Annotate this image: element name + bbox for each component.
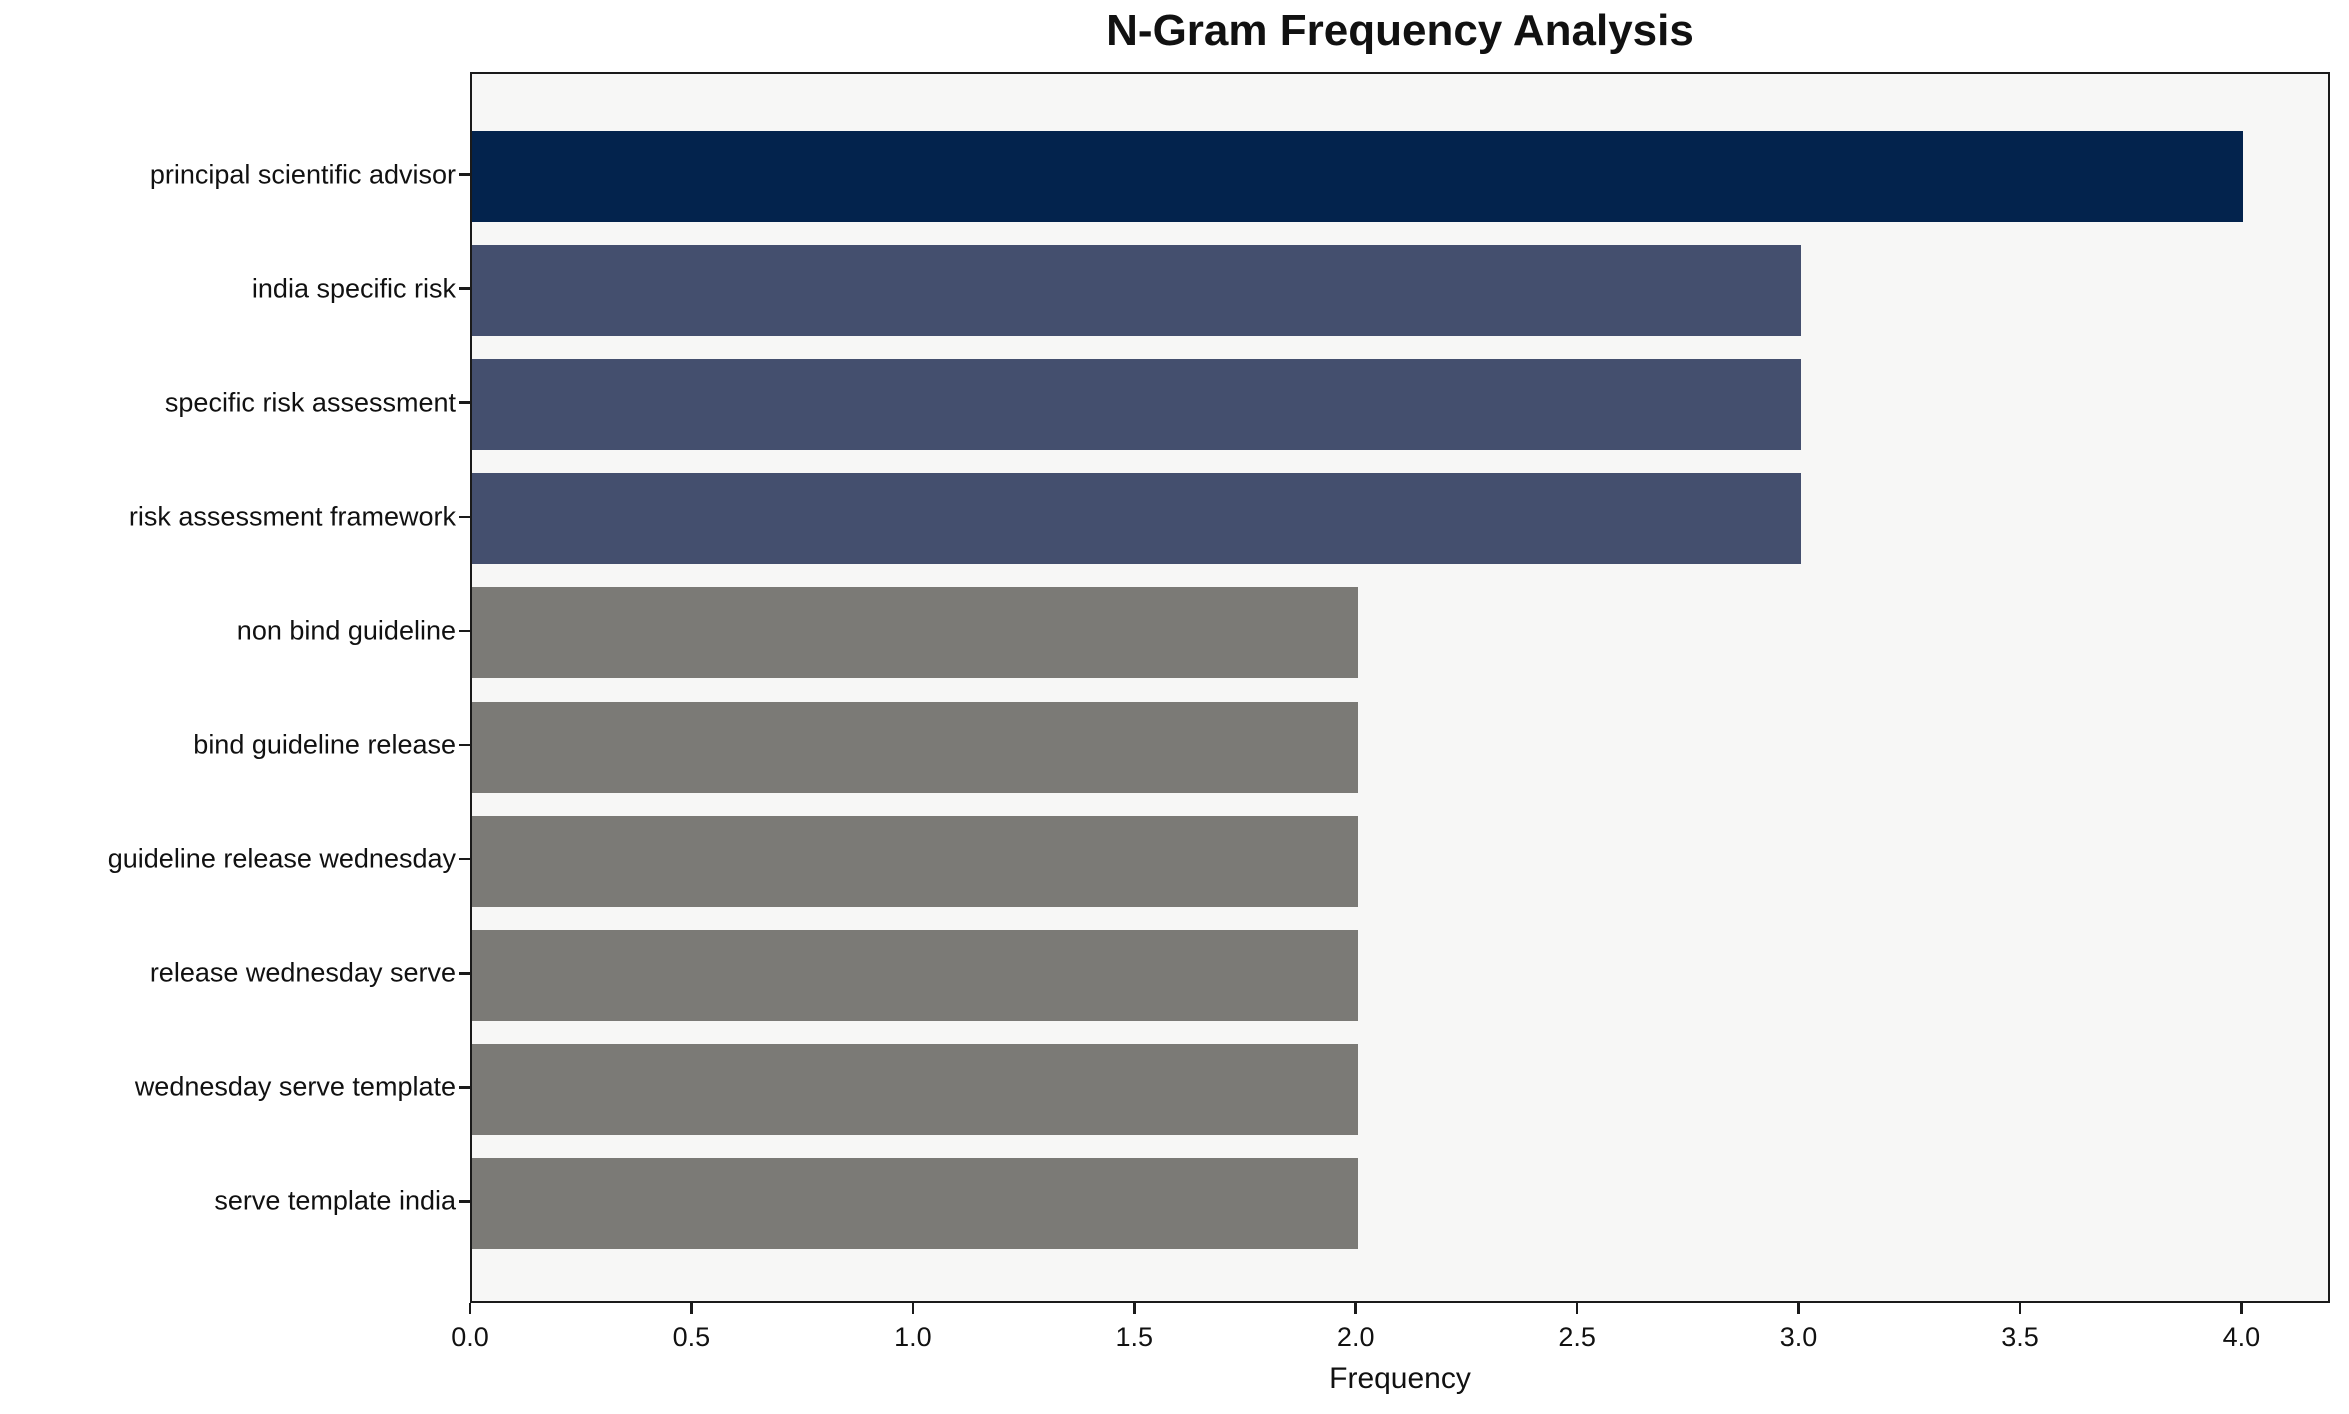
x-tick-mark — [1575, 1303, 1579, 1314]
x-tick-label: 1.5 — [1115, 1322, 1154, 1352]
x-axis-label: Frequency — [1329, 1362, 1471, 1395]
y-tick-label: bind guideline release — [193, 729, 456, 760]
x-tick-mark — [1354, 1303, 1357, 1314]
y-tick-mark — [459, 629, 470, 633]
bar-release-wednesday-serve — [472, 929, 1358, 1021]
bar-guideline-release-wednesday — [472, 815, 1358, 907]
bar-serve-template-india — [472, 1157, 1358, 1249]
y-tick-mark — [459, 173, 470, 176]
plot-area — [470, 72, 2330, 1303]
x-tick-mark — [2018, 1303, 2022, 1314]
bar-risk-assessment-framework — [472, 473, 1801, 565]
x-tick-label: 4.0 — [2222, 1322, 2261, 1352]
x-tick-mark — [468, 1303, 472, 1314]
y-tick-label: specific risk assessment — [164, 387, 456, 418]
y-tick-mark — [459, 1086, 470, 1089]
y-tick-mark — [459, 515, 470, 519]
x-tick-label: 2.0 — [1336, 1322, 1375, 1352]
x-tick-mark — [911, 1303, 915, 1314]
x-tick-label: 0.5 — [672, 1322, 711, 1352]
y-tick-mark — [459, 287, 470, 290]
y-tick-mark — [459, 972, 470, 975]
y-tick-label: india specific risk — [251, 273, 456, 304]
bar-bind-guideline-release — [472, 701, 1358, 793]
x-tick-label: 2.5 — [1558, 1322, 1596, 1352]
x-tick-label: 1.0 — [894, 1322, 932, 1352]
y-tick-label: guideline release wednesday — [107, 843, 456, 874]
y-tick-mark — [459, 743, 470, 747]
x-tick-mark — [2240, 1303, 2243, 1314]
y-tick-mark — [459, 857, 470, 861]
y-tick-label: principal scientific advisor — [149, 159, 456, 189]
bar-non-bind-guideline — [472, 587, 1358, 679]
y-tick-label: wednesday serve template — [134, 1071, 456, 1102]
x-tick-label: 3.0 — [1779, 1322, 1818, 1352]
x-tick-mark — [690, 1303, 693, 1314]
x-tick-label: 0.0 — [451, 1322, 489, 1352]
y-tick-label: risk assessment framework — [128, 501, 456, 532]
x-tick-mark — [1797, 1303, 1800, 1314]
y-tick-label: serve template india — [214, 1185, 456, 1216]
chart-title: N-Gram Frequency Analysis — [1106, 6, 1694, 55]
bar-specific-risk-assessment — [472, 359, 1801, 451]
bar-wednesday-serve-template — [472, 1043, 1358, 1135]
bar-principal-scientific-advisor — [472, 131, 2244, 222]
y-tick-mark — [459, 401, 470, 404]
x-tick-mark — [1133, 1303, 1136, 1314]
y-tick-mark — [459, 1200, 470, 1203]
y-tick-label: release wednesday serve — [149, 957, 456, 988]
bar-india-specific-risk — [472, 245, 1801, 337]
x-tick-label: 3.5 — [2001, 1322, 2039, 1352]
y-tick-label: non bind guideline — [236, 615, 456, 646]
